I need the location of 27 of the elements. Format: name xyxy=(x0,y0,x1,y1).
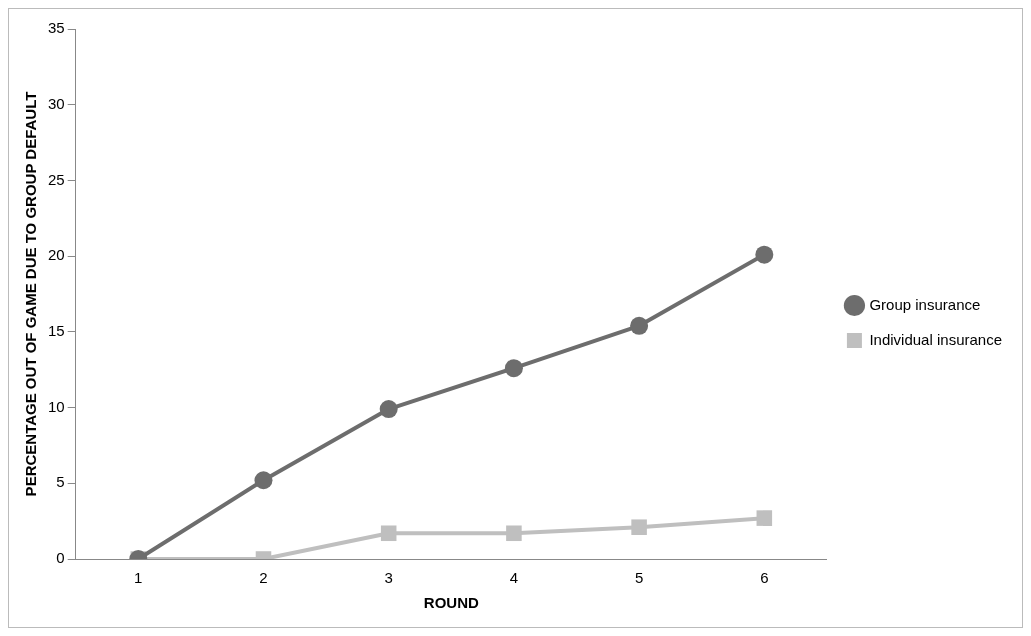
point xyxy=(631,519,647,535)
legend-label: Group insurance xyxy=(869,295,981,313)
y-tick-label: 30 xyxy=(48,94,65,112)
y-axis-title: PERCENTAGE OUT OF GAME DUE TO GROUP DEFAULT xyxy=(22,91,40,497)
x-tick-label: 4 xyxy=(509,569,519,587)
x-tick-label: 6 xyxy=(760,569,769,587)
y-tick-label: 35 xyxy=(48,19,65,37)
point xyxy=(380,525,397,542)
x-tick-label: 1 xyxy=(134,569,143,587)
y-tick-label: 5 xyxy=(56,473,65,491)
point xyxy=(254,471,273,490)
point xyxy=(506,525,522,542)
y-tick-label: 20 xyxy=(48,246,65,264)
point xyxy=(756,510,773,526)
point xyxy=(755,245,774,264)
x-tick-label: 3 xyxy=(384,569,393,587)
point xyxy=(379,400,398,419)
point xyxy=(630,316,649,335)
y-tick-label: 15 xyxy=(48,322,65,339)
point xyxy=(504,359,523,378)
y-tick-label: 25 xyxy=(48,170,65,188)
y-tick-label: 10 xyxy=(48,397,65,415)
y-tick-label: 0 xyxy=(56,549,65,567)
x-axis-title: ROUND xyxy=(423,594,479,612)
x-tick-label: 2 xyxy=(259,569,268,587)
x-tick-label: 5 xyxy=(634,569,644,587)
legend-label: Individual insurance xyxy=(869,330,1003,348)
